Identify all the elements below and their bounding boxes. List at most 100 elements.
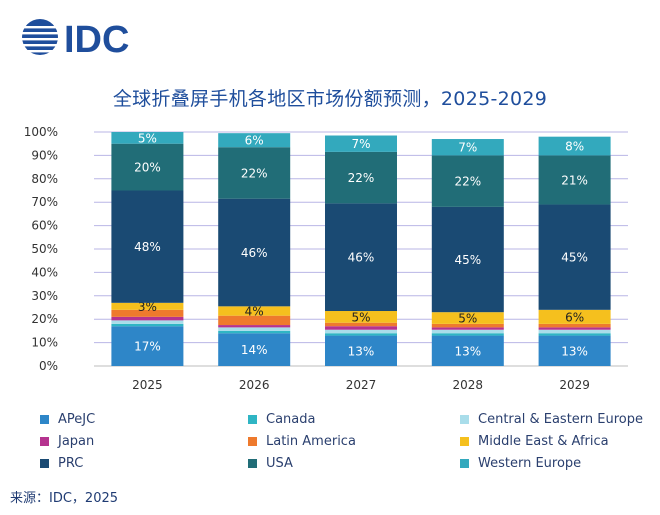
bar-segment-apejc — [431, 335, 504, 366]
data-label: 45% — [454, 253, 481, 267]
bar-segment-usa — [538, 155, 611, 205]
data-label: 22% — [348, 171, 375, 185]
bar-segment-canada — [431, 333, 504, 336]
bar-segment-latin-america — [325, 322, 397, 327]
stacked-bar-chart: 0% 10% 20% 30% 40% 50% 60% 70% 80% 90% 100% 17% 3% 48… — [24, 125, 628, 392]
bar-segment-prc — [218, 198, 291, 307]
bar-segment-canada — [325, 333, 397, 336]
data-label: 13% — [454, 344, 481, 358]
source-note: 来源：IDC，2025 — [10, 491, 119, 506]
y-tick-label: 90% — [31, 148, 58, 162]
legend-label: Western Europe — [478, 456, 582, 471]
legend-label: Latin America — [266, 434, 356, 449]
bar-segment-latin-america — [218, 315, 291, 326]
data-label: 5% — [351, 310, 370, 324]
bar-segment-western-europe — [431, 139, 504, 156]
bar-segment-prc — [431, 206, 504, 313]
legend-item: Latin America — [248, 434, 356, 449]
data-label: 22% — [241, 166, 268, 180]
bar-segment-usa — [325, 151, 397, 204]
data-label: 17% — [134, 340, 161, 354]
bar-segment-apejc — [111, 326, 184, 366]
data-label: 8% — [565, 140, 584, 154]
legend-label: APeJC — [58, 412, 96, 427]
bar-segment-canada — [111, 323, 184, 327]
legend-label: Japan — [58, 434, 95, 449]
y-tick-label: 50% — [31, 242, 58, 256]
legend-swatch — [460, 459, 469, 468]
data-label: 22% — [454, 175, 481, 189]
bar-segment-western-europe — [538, 136, 611, 156]
y-tick-label: 0% — [39, 359, 58, 373]
data-label: 48% — [134, 240, 161, 254]
bar-segment-latin-america — [431, 323, 504, 328]
y-tick-label: 10% — [31, 336, 58, 350]
data-label: 7% — [458, 141, 477, 155]
data-label: 3% — [138, 300, 157, 314]
legend-label: Canada — [266, 412, 316, 427]
idc-logo-globe — [21, 19, 59, 55]
legend-item: Japan — [40, 434, 94, 449]
legend-label: PRC — [58, 456, 84, 471]
bar-segment-japan — [218, 325, 291, 328]
x-tick-label: 2027 — [346, 378, 377, 392]
data-label: 13% — [348, 344, 375, 358]
legend-label: Central & Eastern Europe — [478, 412, 643, 427]
y-tick-label: 70% — [31, 195, 58, 209]
bar-segment-middle-east-africa — [325, 311, 397, 323]
bar-segment-central-eastern-europe — [111, 320, 184, 324]
data-label: 13% — [561, 344, 588, 358]
legend-item: Middle East & Africa — [460, 434, 609, 449]
data-label: 4% — [245, 305, 264, 319]
legend-item: Canada — [248, 412, 315, 427]
legend-swatch — [248, 459, 257, 468]
bar-segment-usa — [218, 147, 291, 199]
bar-segment-usa — [431, 155, 504, 207]
legend-swatch — [40, 459, 49, 468]
bar-segment-prc — [538, 204, 611, 310]
bar-segment-latin-america — [538, 323, 611, 328]
bar-segment-central-eastern-europe — [431, 329, 504, 334]
data-label: 14% — [241, 343, 268, 357]
idc-logo: IDC — [21, 19, 129, 60]
bar-segment-central-eastern-europe — [218, 327, 291, 331]
bar-segment-japan — [111, 316, 184, 321]
x-tick-label: 2025 — [132, 378, 163, 392]
y-tick-label: 100% — [24, 125, 58, 139]
y-tick-label: 20% — [31, 312, 58, 326]
bar-segment-japan — [325, 326, 397, 330]
y-tick-label: 30% — [31, 289, 58, 303]
bar-segment-usa — [111, 143, 184, 191]
bar-segment-prc — [111, 190, 184, 303]
chart-title: 全球折叠屏手机各地区市场份额预测，2025-2029 — [112, 88, 548, 110]
data-label: 46% — [348, 251, 375, 265]
bar-segment-canada — [538, 333, 611, 336]
bar-segment-middle-east-africa — [431, 312, 504, 324]
legend-swatch — [40, 437, 49, 446]
legend-label: Middle East & Africa — [478, 434, 609, 449]
bar-segment-apejc — [325, 335, 397, 366]
legend-swatch — [40, 415, 49, 424]
bar-segment-middle-east-africa — [218, 306, 291, 316]
y-tick-label: 60% — [31, 219, 58, 233]
data-label: 21% — [561, 173, 588, 187]
legend-item: USA — [248, 456, 293, 471]
bar-segment-middle-east-africa — [538, 309, 611, 324]
legend-swatch — [248, 437, 257, 446]
legend-swatch — [248, 415, 257, 424]
idc-logo-text: IDC — [64, 19, 129, 60]
legend-item: Central & Eastern Europe — [460, 412, 643, 427]
bar-segment-japan — [538, 327, 611, 330]
legend-label: USA — [266, 456, 293, 471]
x-tick-label: 2028 — [453, 378, 484, 392]
data-label: 5% — [138, 131, 157, 145]
x-tick-label: 2029 — [559, 378, 590, 392]
y-tick-label: 40% — [31, 265, 58, 279]
data-label: 46% — [241, 246, 268, 260]
data-label: 5% — [458, 312, 477, 326]
bar-segment-latin-america — [111, 309, 184, 317]
bar-segment-japan — [431, 327, 504, 330]
y-tick-label: 80% — [31, 172, 58, 186]
x-tick-label: 2026 — [239, 378, 270, 392]
data-label: 7% — [351, 137, 370, 151]
